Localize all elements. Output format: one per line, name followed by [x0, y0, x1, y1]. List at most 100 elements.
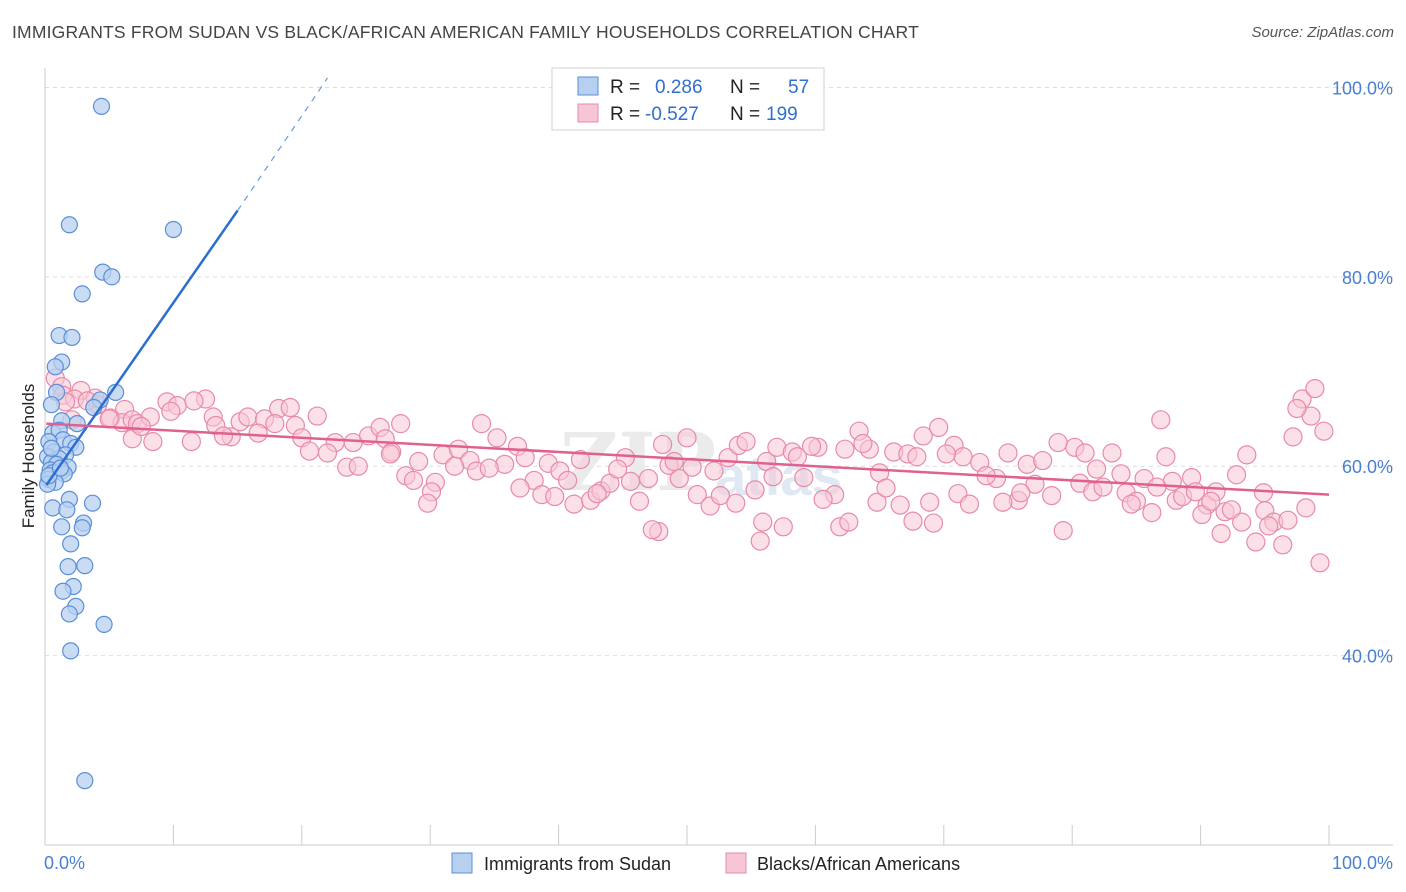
- black-african-american-point-87: [1075, 443, 1095, 463]
- black-african-american-point-158: [867, 492, 887, 512]
- sudan-point-15: [68, 415, 86, 433]
- x-tick-label-left: 0.0%: [44, 853, 85, 873]
- black-african-american-point-198: [750, 531, 770, 551]
- black-african-american-point-179: [1156, 447, 1176, 467]
- sudan-point-2: [164, 220, 182, 239]
- black-african-american-point-154: [813, 489, 833, 509]
- black-african-american-point-163: [923, 513, 944, 533]
- black-african-american-point-151: [773, 517, 793, 537]
- sudan-point-13: [42, 396, 61, 414]
- black-african-american-point-194: [380, 444, 400, 464]
- black-african-american-point-45: [564, 494, 584, 514]
- legend-n-label-1: N =: [730, 77, 760, 98]
- black-african-american-point-123: [299, 441, 320, 461]
- black-african-american-point-153: [801, 436, 822, 456]
- legend-n-label-2: N =: [730, 104, 760, 125]
- black-african-american-point-164: [936, 444, 956, 464]
- y-tick-label-1: 80.0%: [1342, 268, 1393, 288]
- black-african-american-point-195: [418, 493, 438, 513]
- legend-n-value-2: 199: [766, 104, 798, 125]
- black-african-american-point-38: [471, 414, 492, 434]
- black-african-american-point-170: [1033, 450, 1053, 471]
- black-african-american-point-124: [317, 443, 338, 463]
- trend-layer: [45, 77, 1330, 496]
- black-african-american-point-64: [794, 467, 814, 488]
- black-african-american-point-150: [763, 467, 783, 487]
- black-african-american-point-171: [1048, 432, 1068, 453]
- black-african-american-point-189: [1278, 510, 1298, 530]
- black-african-american-point-141: [642, 520, 662, 540]
- sudan-point-50: [60, 605, 78, 623]
- black-african-american-point-73: [907, 447, 927, 467]
- sudan-point-0: [92, 97, 111, 116]
- black-african-american-point-84: [1042, 485, 1062, 506]
- black-african-american-point-136: [545, 486, 565, 507]
- black-african-american-point-92: [1142, 503, 1162, 523]
- sudan-point-38: [83, 494, 102, 512]
- legend-r-value-1: 0.286: [655, 77, 703, 98]
- black-african-american-point-191: [1296, 498, 1316, 518]
- black-african-american-point-161: [903, 511, 923, 531]
- black-african-american-point-146: [710, 485, 730, 506]
- sudan-point-44: [53, 518, 71, 536]
- black-african-american-point-105: [1273, 535, 1293, 555]
- series-legend: Immigrants from Sudan Blacks/African Ame…: [451, 852, 960, 874]
- sudan-point-48: [54, 582, 72, 600]
- legend-swatch-blue: [577, 76, 599, 96]
- black-african-american-point-184: [1211, 523, 1231, 544]
- black-african-american-point-32: [391, 414, 411, 434]
- black-african-american-point-33: [409, 451, 429, 472]
- sudan-point-7: [63, 328, 81, 347]
- black-african-american-point-85: [1053, 521, 1073, 541]
- black-african-american-point-116: [143, 432, 163, 452]
- black-african-american-point-166: [959, 494, 980, 514]
- sudan-point-9: [46, 358, 64, 376]
- legend-n-value-1: 57: [788, 77, 809, 98]
- legend-r-label-1: R =: [610, 77, 640, 98]
- legend-r-value-2: -0.527: [645, 104, 699, 125]
- black-african-american-point-121: [265, 414, 285, 434]
- legend-r-label-2: R =: [610, 104, 640, 125]
- black-african-american-point-119: [213, 426, 234, 446]
- black-african-american-point-183: [1201, 491, 1221, 511]
- black-african-american-point-159: [876, 478, 896, 498]
- sudan-point-51: [95, 615, 113, 633]
- black-african-american-point-129: [403, 470, 424, 491]
- black-african-american-point-196: [479, 458, 499, 478]
- black-african-american-point-137: [570, 450, 591, 470]
- y-tick-label-2: 60.0%: [1342, 457, 1393, 477]
- sudan-point-39: [44, 499, 62, 517]
- black-african-american-point-142: [653, 434, 673, 455]
- sudan-point-52: [62, 642, 80, 660]
- sudan-point-56: [42, 439, 61, 457]
- black-african-american-point-176: [1121, 494, 1141, 514]
- legend-swatch-pink: [577, 103, 599, 123]
- black-african-american-point-51: [638, 468, 659, 489]
- bottom-legend-label-blue: Immigrants from Sudan: [484, 854, 671, 874]
- correlation-legend: R = 0.286 N = 57 R = -0.527 N = 199: [551, 67, 825, 131]
- black-african-american-point-120: [248, 423, 268, 443]
- sudan-point-41: [62, 535, 80, 553]
- bottom-legend-swatch-blue: [451, 852, 473, 874]
- black-african-american-point-56: [687, 485, 707, 505]
- black-african-american-point-109: [1310, 553, 1330, 573]
- sudan-point-53: [76, 772, 94, 790]
- black-african-american-point-148: [736, 432, 756, 452]
- sudan-point-43: [73, 519, 91, 537]
- sudan-point-45: [76, 557, 94, 575]
- black-african-american-point-21: [238, 407, 258, 427]
- black-african-american-point-182: [1192, 504, 1212, 525]
- black-african-american-point-147: [726, 493, 746, 513]
- black-african-american-point-88: [1086, 459, 1107, 479]
- x-tick-label-right: 100.0%: [1332, 853, 1393, 873]
- black-african-american-point-57: [704, 461, 724, 481]
- black-african-american-point-149: [753, 512, 773, 532]
- sudan-trend-line: [45, 209, 239, 486]
- black-african-american-point-102: [1246, 532, 1266, 552]
- black-african-american-point-168: [993, 492, 1013, 512]
- black-african-american-point-193: [1314, 421, 1334, 441]
- black-african-american-point-39: [487, 428, 507, 448]
- pink-points: [45, 368, 1334, 573]
- black-african-american-point-77: [953, 447, 973, 467]
- black-african-american-point-100: [1226, 465, 1247, 485]
